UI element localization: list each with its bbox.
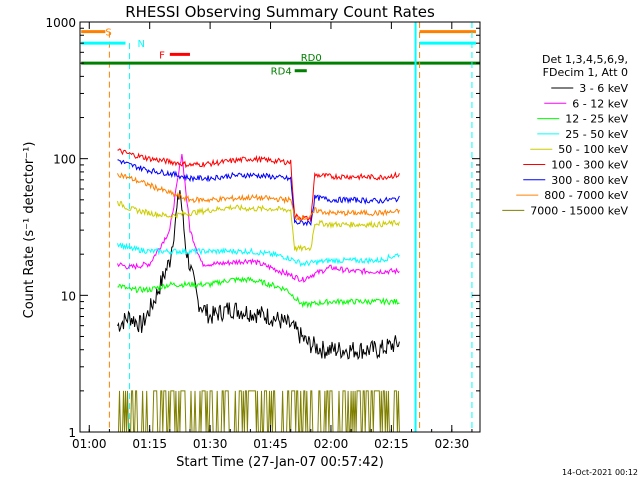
series-line-4	[117, 200, 400, 253]
legend-entry-label: 300 - 800 keV	[551, 174, 628, 187]
legend-entry-label: 7000 - 15000 keV	[530, 204, 628, 217]
legend-entry-label: 100 - 300 keV	[551, 159, 628, 172]
legend-entry-label: 6 - 12 keV	[572, 97, 628, 110]
legend-entry-label: 800 - 7000 keV	[544, 189, 628, 202]
marker-label-n: N	[138, 39, 145, 50]
x-axis-label: Start Time (27-Jan-07 00:57:42)	[176, 455, 384, 470]
series-line-2	[117, 276, 400, 309]
y-tick-label: 1	[68, 426, 76, 440]
marker-label-rd4: RD4	[271, 67, 292, 78]
marker-label-rd0: RD0	[301, 53, 322, 64]
legend: Det 1,3,4,5,6,9,FDecim 1, Att 0 3 - 6 keV…	[502, 53, 628, 217]
axes: 01:00 01:15 01:30 01:45 02:00 02:15 02:30 1 10 10…	[45, 16, 480, 451]
series-line-7	[117, 172, 400, 221]
chart-title: RHESSI Observing Summary Count Rates	[125, 3, 435, 21]
series-line-3	[117, 242, 400, 268]
plot-area: S N F RD0 RD4	[81, 22, 480, 433]
legend-entry-label: 50 - 100 keV	[558, 143, 628, 156]
y-tick-label: 1000	[45, 16, 76, 30]
x-tick-label: 01:30	[193, 437, 228, 451]
x-tick-label: 02:15	[374, 437, 409, 451]
y-tick-label: 10	[61, 289, 76, 303]
footer-timestamp: 14-Oct-2021 00:12	[562, 468, 638, 477]
x-tick-label: 01:45	[253, 437, 288, 451]
legend-header-line: FDecim 1, Att 0	[543, 66, 628, 79]
x-tick-label: 01:15	[132, 437, 167, 451]
plot-frame	[79, 21, 481, 433]
y-tick-label: 100	[53, 153, 76, 167]
legend-entry-label: 3 - 6 keV	[579, 82, 628, 95]
legend-entry-label: 12 - 25 keV	[565, 113, 628, 126]
marker-label-f: F	[159, 50, 165, 61]
series-line-6	[117, 159, 400, 227]
y-axis-label: Count Rate (s⁻¹ detector⁻¹)	[22, 142, 37, 319]
series-line-0	[117, 190, 400, 361]
series-line-5	[117, 148, 400, 222]
marker-label-s: S	[105, 28, 111, 39]
x-tick-label: 01:00	[72, 437, 107, 451]
series-line-1	[117, 153, 400, 283]
legend-header-line: Det 1,3,4,5,6,9,	[542, 53, 628, 66]
legend-entry-label: 25 - 50 keV	[565, 128, 628, 141]
x-tick-label: 02:30	[435, 437, 470, 451]
x-tick-label: 02:00	[314, 437, 349, 451]
